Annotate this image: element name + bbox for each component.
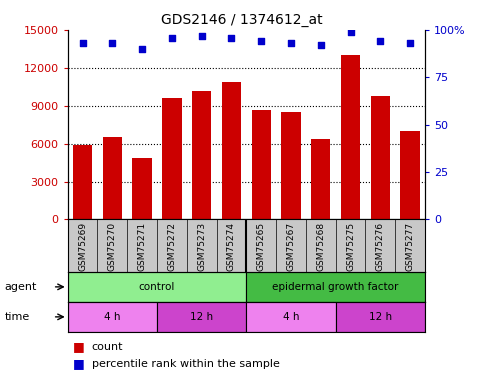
Text: 12 h: 12 h: [190, 312, 213, 322]
Bar: [246, 272, 425, 302]
Bar: [73, 145, 92, 219]
Text: time: time: [5, 312, 30, 322]
Text: GSM75273: GSM75273: [197, 222, 206, 271]
Bar: [222, 82, 241, 219]
Bar: [281, 112, 301, 219]
Text: GSM75270: GSM75270: [108, 222, 117, 271]
Text: GSM75276: GSM75276: [376, 222, 385, 271]
Point: [227, 34, 235, 40]
Text: GSM75274: GSM75274: [227, 222, 236, 271]
Point: [138, 46, 146, 52]
Point: [79, 40, 86, 46]
Bar: [162, 98, 182, 219]
Bar: [252, 110, 271, 219]
Text: GSM75271: GSM75271: [138, 222, 146, 271]
Text: percentile rank within the sample: percentile rank within the sample: [92, 359, 280, 369]
Point: [377, 38, 384, 44]
Text: agent: agent: [5, 282, 37, 292]
Bar: [400, 131, 420, 219]
Bar: [311, 139, 330, 219]
Text: 4 h: 4 h: [104, 312, 121, 322]
Bar: [68, 302, 157, 332]
Bar: [102, 137, 122, 219]
Text: GSM75277: GSM75277: [406, 222, 414, 271]
Text: GSM75275: GSM75275: [346, 222, 355, 271]
Text: GDS2146 / 1374612_at: GDS2146 / 1374612_at: [161, 13, 322, 27]
Point: [347, 29, 355, 35]
Text: count: count: [92, 342, 123, 352]
Text: GSM75272: GSM75272: [168, 222, 176, 271]
Bar: [68, 272, 246, 302]
Text: control: control: [139, 282, 175, 292]
Point: [168, 34, 176, 40]
Text: GSM75267: GSM75267: [286, 222, 296, 271]
Text: 12 h: 12 h: [369, 312, 392, 322]
Point: [109, 40, 116, 46]
Text: GSM75268: GSM75268: [316, 222, 325, 271]
Bar: [192, 91, 212, 219]
Point: [406, 40, 414, 46]
Point: [317, 42, 325, 48]
Point: [257, 38, 265, 44]
Bar: [336, 302, 425, 332]
Text: GSM75265: GSM75265: [257, 222, 266, 271]
Text: ■: ■: [72, 340, 84, 353]
Bar: [157, 302, 246, 332]
Bar: [341, 55, 360, 219]
Point: [287, 40, 295, 46]
Bar: [132, 158, 152, 219]
Text: GSM75269: GSM75269: [78, 222, 87, 271]
Bar: [246, 302, 336, 332]
Point: [198, 33, 206, 39]
Text: epidermal growth factor: epidermal growth factor: [272, 282, 399, 292]
Text: ■: ■: [72, 357, 84, 370]
Bar: [370, 96, 390, 219]
Text: 4 h: 4 h: [283, 312, 299, 322]
